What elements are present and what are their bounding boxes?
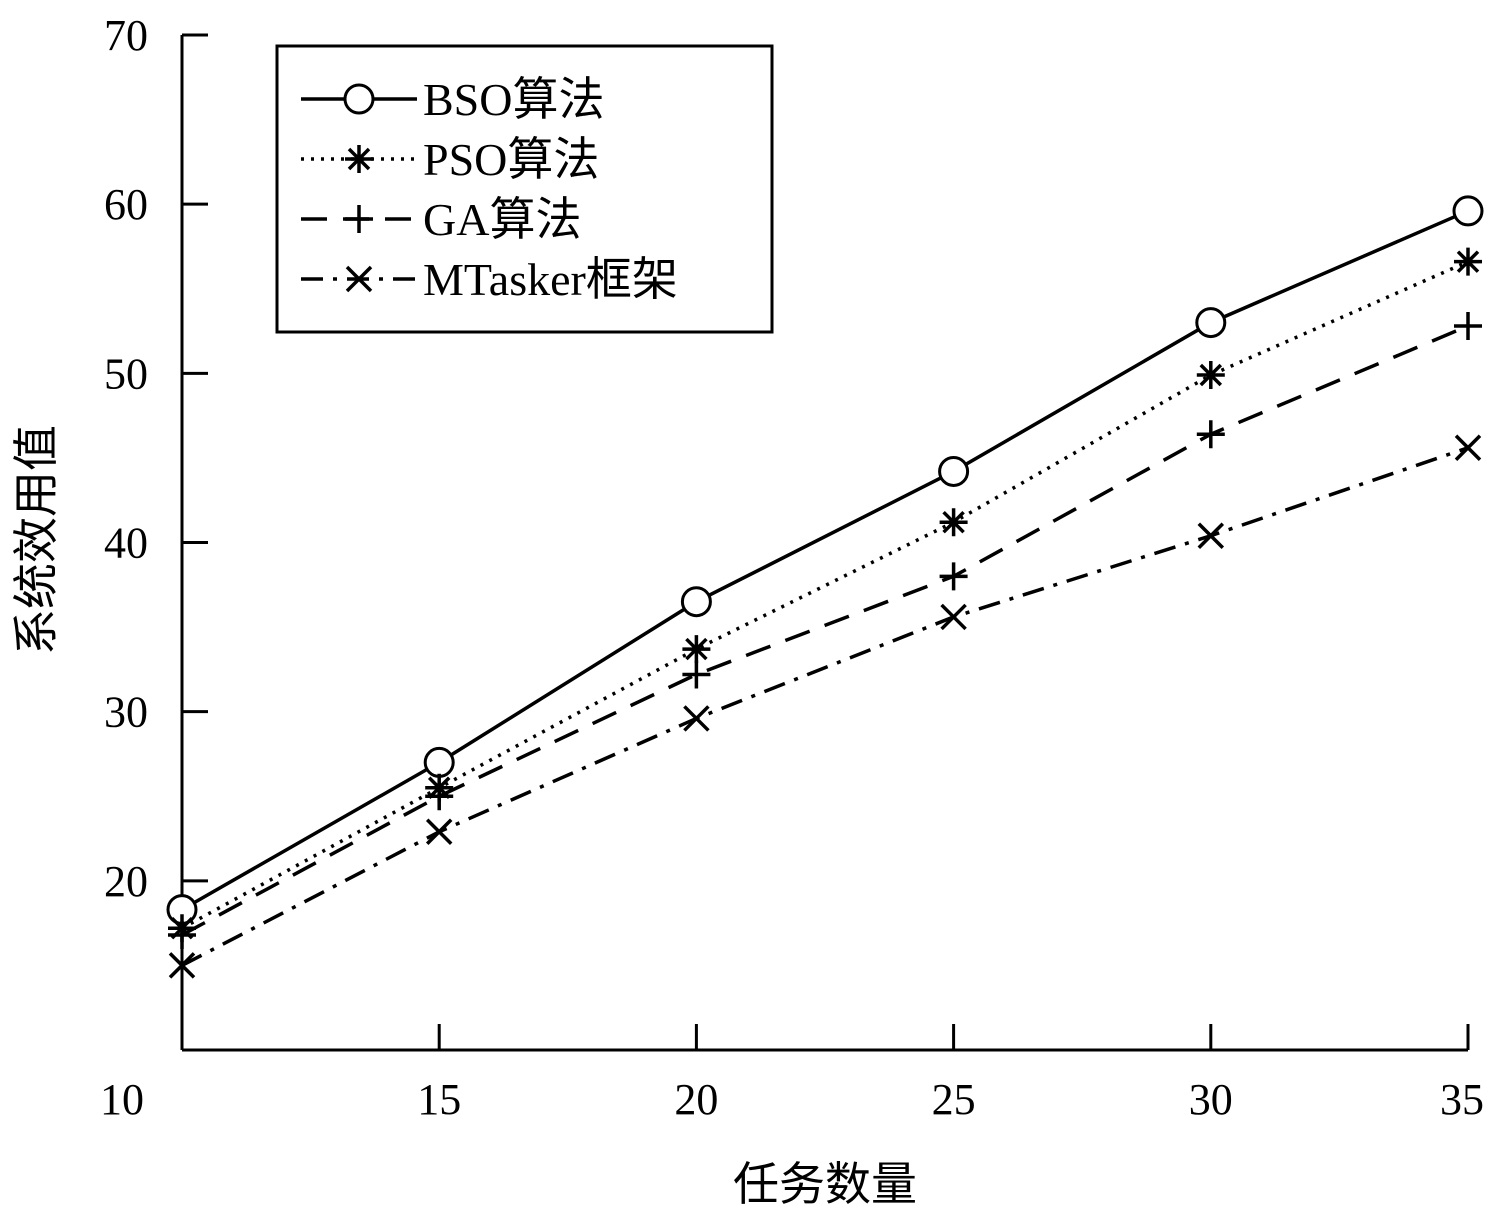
x-tick-label: 20 [674,1075,718,1124]
legend-marker [345,145,373,173]
data-point [1452,195,1484,227]
y-tick-label: 20 [104,857,148,906]
legend-label: PSO算法 [423,134,599,185]
axes: 20 30 40 50 60 70 10 15 20 25 30 35 [100,11,1484,1124]
data-point [940,603,967,631]
x-tick-label: 25 [932,1075,976,1124]
data-point [168,952,196,979]
data-point [1195,307,1227,339]
series-line [181,324,1469,937]
data-point [1197,522,1225,549]
data-point [938,455,970,487]
data-point [682,635,711,664]
data-point [1454,247,1482,276]
y-tick-label: 30 [104,688,148,737]
legend: BSO算法 PSO算法 GA算法 MTasker框架 [275,44,774,334]
y-tick-label: 50 [104,349,148,398]
data-point [680,586,712,618]
series-2 [168,247,1482,943]
legend-marker [343,83,375,115]
series-line [181,260,1469,930]
series-line [181,209,1469,912]
data-point [425,782,454,811]
x-tick-label: 10 [100,1075,144,1124]
data-point [939,562,968,591]
x-tick-label: 15 [417,1075,461,1124]
legend-label: GA算法 [423,194,581,245]
legend-marker [345,265,373,293]
series-line [181,446,1469,967]
y-tick-label: 60 [104,180,148,229]
data-point [1454,434,1482,462]
data-point [423,746,455,778]
series-4 [168,434,1482,979]
x-tick-label: 30 [1189,1075,1233,1124]
legend-label: BSO算法 [423,74,604,125]
x-axis-title: 任务数量 [733,1159,917,1210]
y-axis-title: 系统效用值 [11,425,62,655]
legend-label: MTasker框架 [423,254,678,305]
data-point [168,920,196,949]
data-point [1196,361,1225,390]
legend-marker [345,205,373,233]
series-layer [166,195,1484,979]
data-point [682,660,711,689]
data-point [1454,311,1482,340]
series-1 [166,195,1484,926]
series-3 [168,311,1482,949]
data-point [939,508,968,537]
y-tick-label: 40 [104,519,148,568]
data-point [425,818,453,846]
x-tick-label: 35 [1440,1075,1484,1124]
data-point [683,705,710,732]
y-tick-label: 70 [104,11,148,60]
data-point [1196,420,1225,449]
